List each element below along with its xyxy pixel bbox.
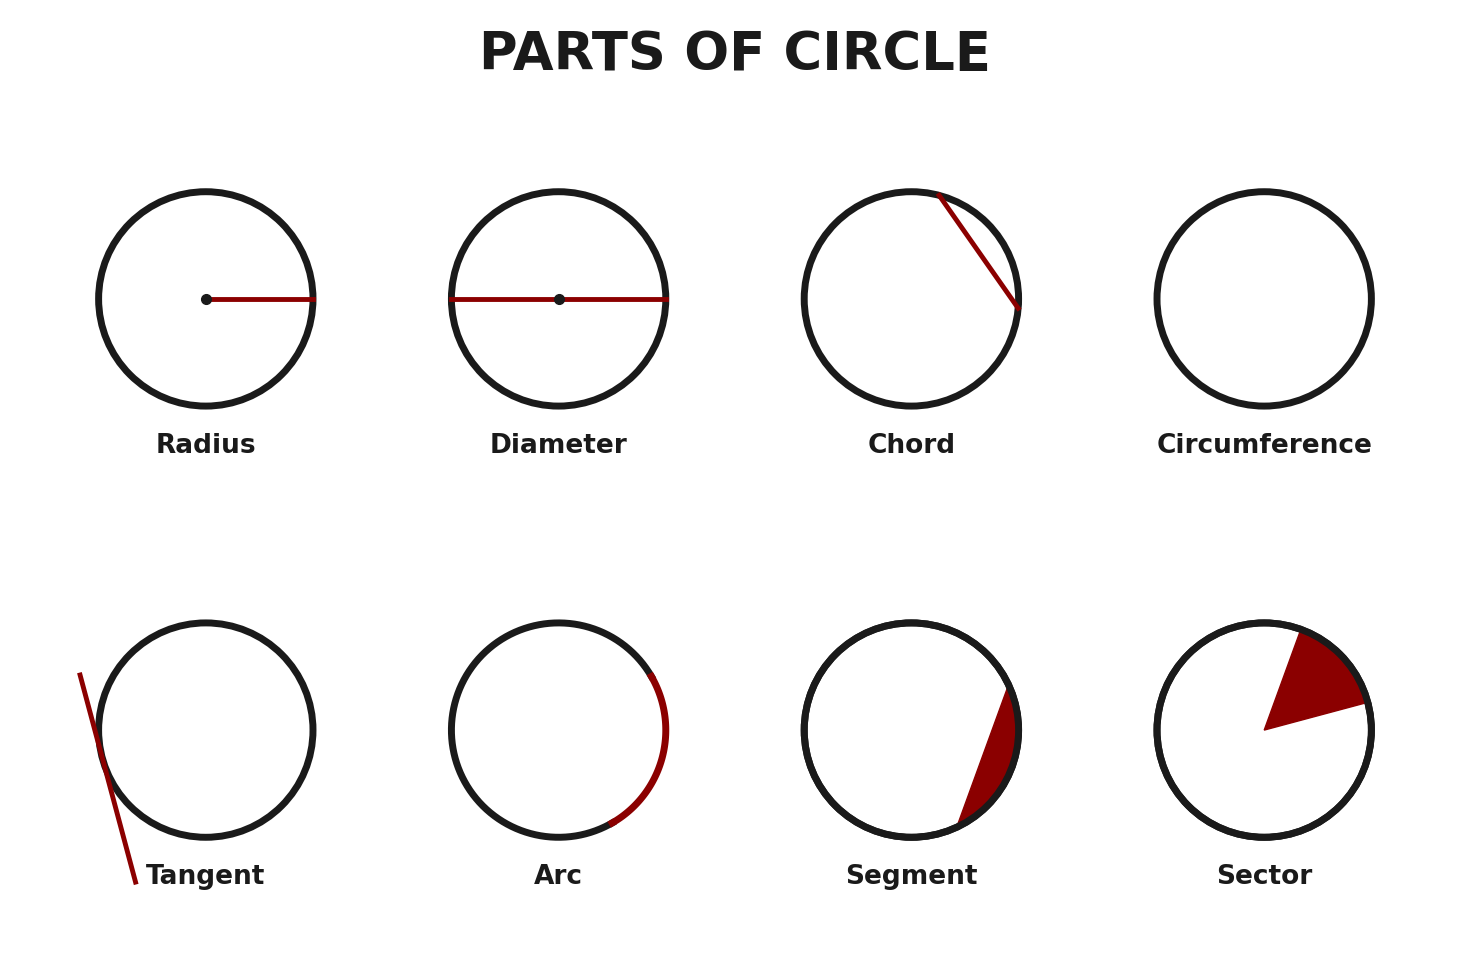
Text: Sector: Sector [1216, 864, 1313, 890]
Text: Circumference: Circumference [1157, 433, 1372, 459]
Text: Segment: Segment [845, 864, 978, 890]
Text: Arc: Arc [534, 864, 584, 890]
Text: Radius: Radius [156, 433, 256, 459]
Text: PARTS OF CIRCLE: PARTS OF CIRCLE [479, 29, 991, 81]
Polygon shape [957, 685, 1019, 827]
Text: Diameter: Diameter [490, 433, 628, 459]
Text: Tangent: Tangent [146, 864, 266, 890]
Polygon shape [1264, 629, 1367, 730]
Text: Chord: Chord [867, 433, 956, 459]
